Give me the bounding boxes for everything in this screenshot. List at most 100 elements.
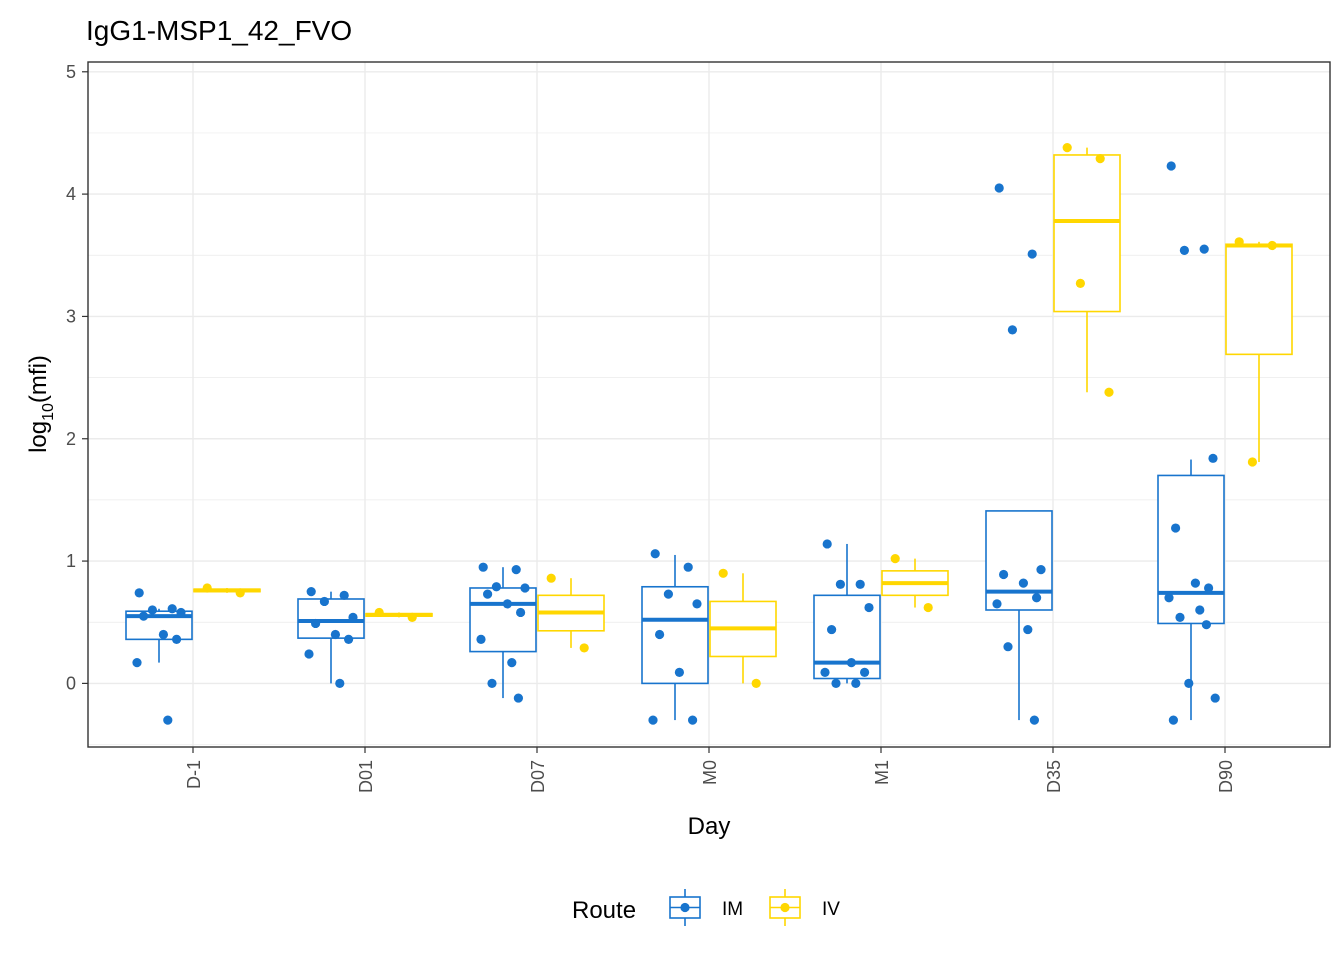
point-IM: [491, 582, 501, 592]
point-IM: [1179, 245, 1189, 255]
point-IV: [923, 602, 933, 613]
point-IM: [1195, 605, 1205, 615]
box-iqr: [1053, 154, 1121, 313]
point-IM: [348, 612, 358, 622]
point-IM: [835, 579, 846, 589]
y-axis: 0 1 2 3 4 5: [66, 62, 88, 693]
box-IM-M0: [641, 554, 709, 721]
point-IM: [158, 629, 168, 640]
point-IM: [855, 579, 865, 589]
point-IM: [1018, 578, 1028, 588]
data-points: [132, 143, 1277, 725]
point-IM: [163, 715, 173, 725]
point-IM: [860, 667, 870, 677]
point-IM: [1023, 624, 1033, 635]
point-IM: [507, 657, 517, 668]
point-IM: [132, 657, 142, 668]
legend-key-IV: IV: [769, 889, 840, 926]
point-IM: [827, 624, 837, 635]
point-IM: [688, 715, 698, 725]
box-IV-M1: [881, 558, 949, 608]
x-tick-label: D90: [1216, 760, 1236, 793]
y-axis-title-sub: 10: [40, 403, 57, 421]
point-IM: [1003, 642, 1013, 652]
point-IM: [516, 607, 526, 618]
point-IV: [1104, 387, 1114, 397]
point-IM: [650, 549, 660, 559]
y-tick-label: 5: [66, 62, 76, 82]
point-IM: [339, 590, 349, 600]
point-IV: [718, 568, 728, 578]
legend: Route IM IV: [572, 889, 840, 926]
point-IM: [1036, 565, 1046, 575]
point-IM: [306, 587, 316, 597]
point-IM: [1208, 453, 1218, 463]
point-IM: [1027, 249, 1037, 259]
legend-key-point: [680, 902, 690, 913]
legend-key-point: [780, 902, 790, 913]
point-IV: [235, 588, 245, 598]
legend-label-IV: IV: [822, 899, 840, 920]
point-IM: [1166, 161, 1176, 171]
point-IM: [134, 588, 144, 598]
y-tick-label: 4: [66, 184, 76, 204]
y-axis-title-base: log: [25, 421, 52, 453]
y-tick-label: 2: [66, 429, 76, 449]
y-tick-label: 0: [66, 673, 76, 693]
box-IV-D07: [537, 578, 605, 648]
point-IM: [864, 602, 874, 613]
point-IM: [648, 715, 658, 725]
point-IM: [304, 649, 314, 659]
y-axis-title-rest: (mfi): [25, 355, 52, 403]
point-IM: [1168, 715, 1178, 725]
point-IV: [579, 643, 589, 653]
point-IM: [167, 604, 177, 614]
point-IM: [1175, 612, 1185, 622]
point-IM: [1164, 593, 1174, 603]
x-axis: D-1 D01 D07 M0 M1 D35 D90: [184, 747, 1236, 793]
point-IM: [478, 562, 488, 572]
box-IV-D35: [1053, 147, 1121, 393]
point-IM: [1171, 523, 1181, 533]
point-IV: [374, 607, 384, 618]
point-IM: [487, 678, 497, 688]
y-tick-label: 1: [66, 551, 76, 571]
box-IM-D01: [297, 591, 365, 684]
point-IM: [344, 634, 354, 644]
point-IV: [1247, 457, 1257, 467]
point-IM: [335, 678, 345, 688]
x-tick-label: D07: [528, 760, 548, 793]
point-IM: [1204, 583, 1214, 593]
box-iqr: [985, 510, 1053, 611]
point-IV: [1062, 143, 1072, 153]
point-IM: [513, 693, 524, 703]
point-IM: [822, 539, 832, 549]
point-IM: [663, 589, 674, 599]
point-IM: [1190, 578, 1200, 588]
point-IM: [520, 583, 530, 593]
point-IM: [999, 569, 1009, 580]
box-IV-D90: [1225, 241, 1293, 462]
point-IM: [1007, 325, 1018, 335]
point-IM: [994, 183, 1004, 193]
x-tick-label: D-1: [184, 760, 204, 789]
point-IM: [851, 678, 861, 688]
point-IM: [502, 599, 512, 609]
point-IM: [831, 678, 841, 688]
point-IM: [330, 629, 340, 640]
point-IV: [890, 554, 900, 564]
grid: [88, 62, 1330, 747]
legend-label-IM: IM: [722, 899, 743, 920]
point-IM: [846, 657, 857, 668]
point-IM: [683, 562, 693, 572]
point-IM: [992, 599, 1002, 609]
x-axis-title: Day: [688, 813, 731, 840]
point-IM: [1032, 593, 1042, 603]
y-axis-title: log10(mfi): [25, 355, 57, 453]
point-IM: [172, 634, 182, 644]
x-tick-label: M1: [872, 760, 892, 785]
chart-title: IgG1-MSP1_42_FVO: [86, 15, 352, 46]
x-tick-label: D01: [356, 760, 376, 793]
x-tick-label: M0: [700, 760, 720, 785]
